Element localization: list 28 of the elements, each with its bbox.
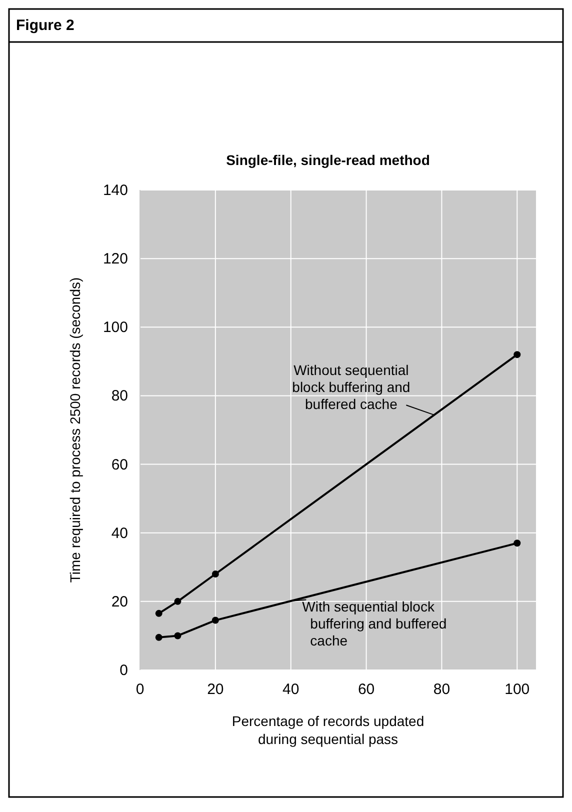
caption: Figure 2 [16, 17, 74, 34]
y-tick-label: 40 [111, 524, 128, 542]
point [514, 540, 521, 547]
y-tick-label: 140 [102, 182, 128, 199]
x-tick-label: 60 [358, 681, 375, 698]
point [174, 632, 182, 640]
point [212, 616, 219, 624]
y-axis-title: Time required to process 2500 records (seconds) [67, 277, 83, 583]
y-tick-label: 120 [102, 250, 128, 268]
legend-label: With sequential block buffering and buffered cache [302, 598, 447, 649]
x-tick-label: 40 [282, 681, 300, 698]
x-axis-title: Percentage of records updated during sequential pass [232, 713, 424, 747]
y-tick-label: 20 [111, 593, 128, 610]
point [155, 634, 162, 641]
x-tick-label: 0 [136, 681, 144, 698]
point [174, 598, 182, 605]
x-tick-label: 80 [433, 681, 450, 698]
x-tick-label: 20 [207, 681, 224, 698]
chart-title: Single-file, single-read method [226, 152, 430, 168]
y-tick-label: 60 [111, 456, 128, 474]
series-label: Without sequential block buffering and buffered cache [292, 362, 410, 412]
y-tick-label: 0 [120, 662, 128, 679]
y-tick-label: 80 [111, 388, 128, 405]
point [155, 610, 162, 617]
point [212, 570, 219, 578]
y-tick-label: 100 [102, 319, 128, 336]
x-tick-label: 100 [504, 681, 530, 698]
point [514, 351, 521, 358]
